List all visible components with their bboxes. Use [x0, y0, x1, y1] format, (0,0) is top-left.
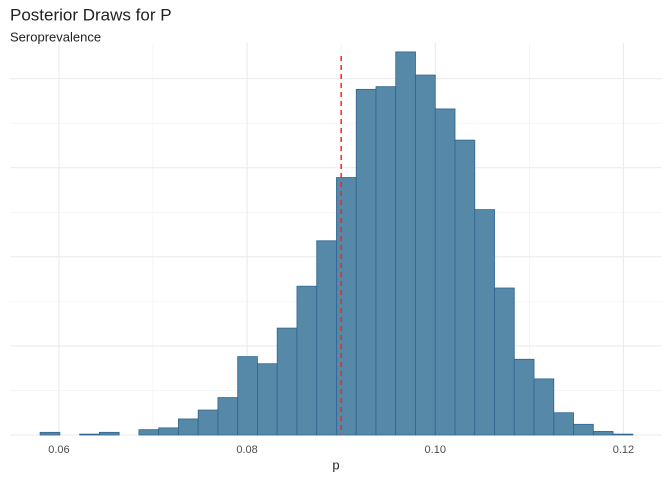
bar: [533, 378, 555, 436]
bar: [612, 433, 634, 436]
x-tick-label: 0.12: [613, 444, 634, 456]
bar: [296, 285, 318, 436]
chart-subtitle: Seroprevalence: [10, 29, 101, 44]
bar: [395, 51, 416, 436]
x-tick-label: 0.08: [236, 444, 257, 456]
bar: [217, 397, 239, 436]
chart-title: Posterior Draws for P: [10, 5, 172, 24]
x-axis-label: p: [332, 457, 339, 472]
bar: [257, 363, 278, 436]
bar: [158, 427, 179, 436]
bar: [375, 86, 397, 436]
bar: [434, 108, 456, 436]
bar: [39, 431, 61, 436]
bar: [513, 358, 535, 436]
bar: [573, 423, 594, 436]
bar: [355, 88, 377, 436]
bar: [592, 431, 614, 436]
x-tick-label: 0.10: [425, 444, 446, 456]
bar: [415, 74, 436, 436]
bar: [474, 209, 495, 436]
bar: [138, 429, 160, 436]
x-tick-label: 0.06: [48, 444, 69, 456]
bar: [79, 433, 100, 436]
bar: [237, 356, 258, 436]
bar: [98, 431, 120, 436]
bar: [276, 327, 298, 436]
bar: [316, 240, 337, 436]
bar: [454, 139, 476, 436]
bar: [336, 177, 357, 436]
bar: [553, 412, 574, 436]
bar: [178, 418, 199, 436]
bar: [494, 287, 515, 436]
bar: [197, 409, 219, 436]
